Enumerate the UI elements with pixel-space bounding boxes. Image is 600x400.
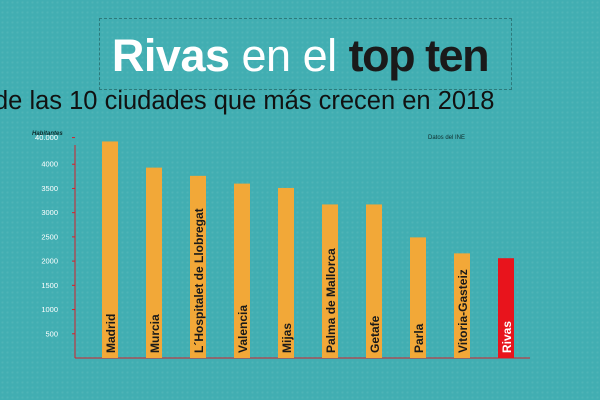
bar bbox=[322, 204, 338, 358]
page-subtitle: de las 10 ciudades que más crecen en 201… bbox=[0, 87, 495, 115]
y-axis-label: Habitantes bbox=[32, 131, 63, 137]
bar-label: Palma de Mallorca bbox=[324, 248, 338, 353]
bar-label: Murcia bbox=[148, 314, 162, 353]
bar-label: Parla bbox=[412, 323, 426, 353]
bar-label: Getafe bbox=[368, 315, 382, 353]
y-tick-label: 3500 bbox=[41, 184, 58, 193]
y-tick-label: 1000 bbox=[41, 305, 58, 314]
bar-label: Vitoria-Gasteiz bbox=[456, 269, 470, 353]
y-tick-label: 2500 bbox=[41, 232, 58, 241]
y-tick-label: 4000 bbox=[41, 160, 58, 169]
bar bbox=[146, 167, 162, 358]
source-note: Datos del INE bbox=[428, 135, 466, 141]
bar bbox=[234, 183, 250, 358]
bar-label: Madrid bbox=[104, 314, 118, 353]
y-tick-label: 2000 bbox=[41, 257, 58, 266]
bar bbox=[410, 237, 426, 358]
y-tick-label: 40.000 bbox=[35, 133, 58, 142]
title-rivas: Rivas bbox=[111, 30, 230, 81]
bar bbox=[454, 253, 470, 358]
bar bbox=[278, 187, 294, 358]
y-tick-label: 500 bbox=[45, 329, 58, 338]
y-tick-label: 1500 bbox=[41, 281, 58, 290]
bar-label: Mijas bbox=[280, 323, 294, 353]
title-middle: en el bbox=[229, 30, 349, 81]
page-title: Rivas en el top ten bbox=[0, 30, 600, 82]
bar-label: Rivas bbox=[500, 321, 514, 353]
title-top-ten: top ten bbox=[348, 30, 490, 81]
bar bbox=[190, 175, 206, 358]
bar-label: Valencia bbox=[236, 305, 250, 353]
bar-label: L´Hospitalet de Llobregat bbox=[192, 208, 206, 353]
bar bbox=[102, 141, 118, 358]
bar bbox=[498, 258, 514, 358]
y-tick-label: 3000 bbox=[41, 208, 58, 217]
bar bbox=[366, 204, 382, 358]
title-frame bbox=[99, 18, 512, 90]
